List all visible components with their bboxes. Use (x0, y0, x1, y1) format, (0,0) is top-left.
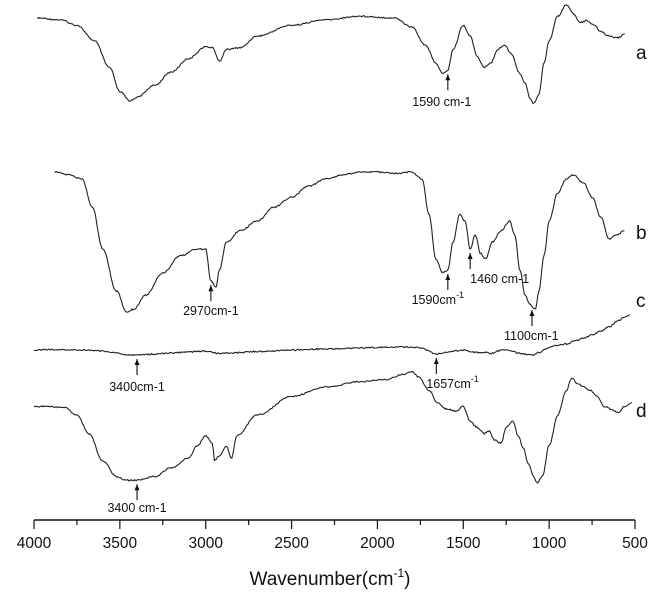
annotation-label: 1460 cm-1 (470, 272, 529, 286)
annotations-group: 1590 cm-1 2970cm-1 1590cm-1 1460 cm-1 1100cm… (107, 74, 559, 515)
annotation-label: 1590 cm-1 (412, 95, 471, 109)
x-tick-label: 4000 (17, 535, 52, 552)
series-label-a: a (636, 43, 647, 64)
annotation-arrowhead (529, 310, 535, 317)
annotation-label: 3400 cm-1 (107, 501, 166, 515)
annotation-arrowhead (467, 253, 473, 259)
x-axis-label: Wavenumber(cm-1) (250, 566, 411, 590)
annotation-arrowhead (445, 74, 451, 81)
x-tick-label: 3000 (188, 535, 223, 552)
spectrum-line-d (33, 370, 633, 484)
x-tick-label: 1500 (446, 535, 481, 552)
annotation-label: 2970cm-1 (183, 304, 239, 318)
x-axis: 4000 3500 3000 2500 2000 1500 1000 500 (17, 519, 648, 552)
annotation-label: 3400cm-1 (109, 380, 165, 394)
annotation-label: 1657cm-1 (426, 374, 479, 391)
x-tick-label: 3500 (103, 535, 138, 552)
spectrum-line-c (34, 314, 630, 356)
annotation-arrowhead (208, 285, 214, 292)
series-label-b: b (636, 223, 647, 244)
series-label-c: c (636, 291, 646, 312)
spectrum-line-b (54, 170, 625, 313)
annotation-arrowhead (445, 274, 451, 280)
annotation-arrowhead (134, 484, 140, 491)
annotation-label: 1100cm-1 (504, 329, 559, 343)
series-label-d: d (636, 401, 647, 422)
x-tick-label: 2500 (274, 535, 309, 552)
annotation-arrowhead (433, 357, 439, 364)
x-tick-label: 1000 (532, 535, 567, 552)
series-labels-group: a b c d (636, 43, 647, 422)
annotation-arrowhead (134, 359, 140, 365)
annotation-label: 1590cm-1 (412, 290, 465, 307)
spectra-group (33, 4, 633, 484)
x-tick-label: 500 (622, 535, 648, 552)
spectrum-line-a (36, 4, 625, 105)
x-tick-label: 2000 (360, 535, 395, 552)
